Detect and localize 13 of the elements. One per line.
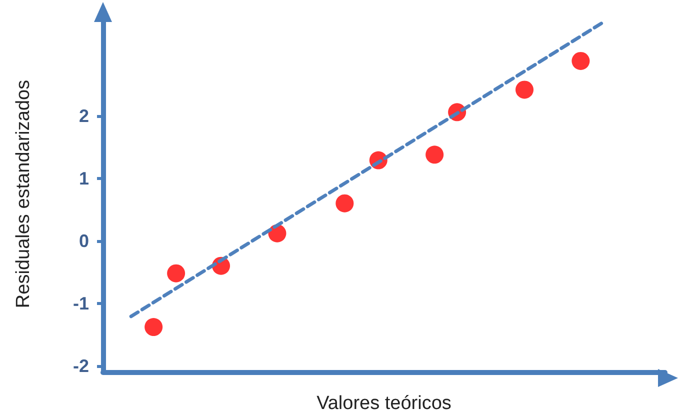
point (516, 80, 534, 99)
y-tick-label: 2 (78, 106, 89, 126)
y-tick-label: 0 (78, 230, 89, 251)
y-axis-title: Residuales estandarizados (13, 80, 34, 308)
point (144, 318, 163, 336)
y-tick-label: -2 (72, 356, 89, 376)
point (426, 146, 444, 164)
point (167, 264, 186, 282)
x-axis-title: Valores teóricos (316, 393, 452, 414)
y-tick-label: 1 (78, 168, 89, 188)
point (572, 52, 590, 70)
point (336, 194, 354, 212)
y-tick-label: -1 (72, 293, 89, 314)
